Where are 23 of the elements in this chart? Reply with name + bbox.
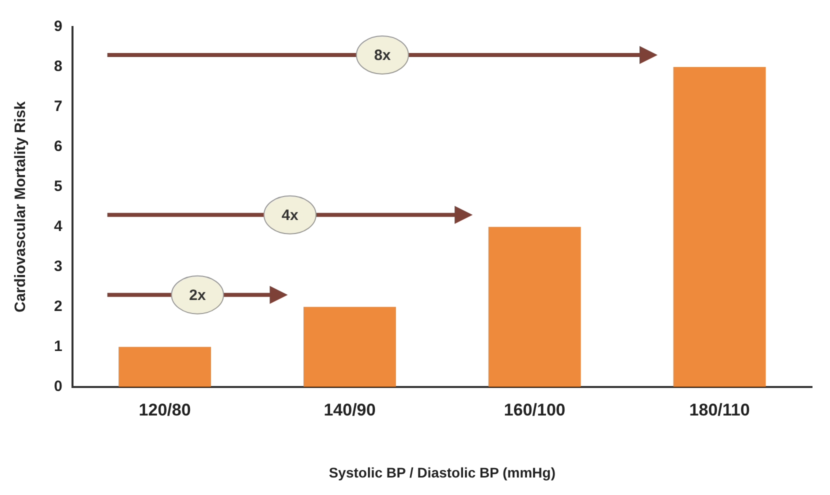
y-tick-label: 8 bbox=[54, 58, 62, 76]
annotation: 2x bbox=[189, 286, 207, 304]
y-tick-label: 9 bbox=[54, 18, 62, 36]
y-tick-label: 2 bbox=[54, 298, 62, 315]
y-tick-label: 0 bbox=[54, 378, 62, 395]
y-tick-label: 1 bbox=[54, 338, 62, 355]
y-tick-label: 6 bbox=[54, 138, 62, 156]
y-axis-title: Cardiovascular Mortality Risk bbox=[12, 100, 30, 312]
y-tick-label: 3 bbox=[54, 258, 62, 276]
bar bbox=[488, 226, 581, 387]
annotation: 4x bbox=[282, 206, 299, 224]
bar bbox=[118, 346, 212, 387]
x-tick-label: 140/90 bbox=[324, 400, 376, 420]
bar bbox=[303, 306, 396, 387]
bar bbox=[673, 66, 766, 387]
x-tick-label: 120/80 bbox=[138, 400, 191, 420]
y-tick-label: 7 bbox=[54, 98, 62, 116]
annotation: 8x bbox=[374, 46, 392, 64]
x-tick-label: 180/110 bbox=[689, 400, 750, 420]
x-axis-title: Systolic BP / Diastolic BP (mmHg) bbox=[328, 464, 556, 480]
x-tick-label: 160/100 bbox=[504, 400, 566, 420]
y-tick-label: 5 bbox=[54, 178, 62, 196]
y-tick-label: 4 bbox=[54, 218, 63, 236]
